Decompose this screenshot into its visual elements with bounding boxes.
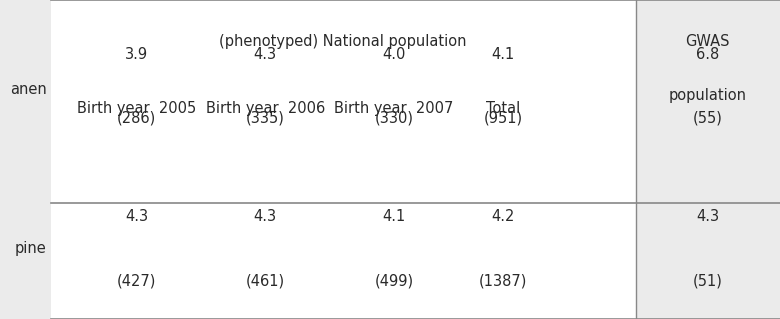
- Text: GWAS: GWAS: [686, 34, 730, 49]
- Text: pine: pine: [15, 241, 47, 256]
- Text: (951): (951): [484, 110, 523, 126]
- Text: 4.3: 4.3: [254, 209, 277, 225]
- Text: 4.3: 4.3: [254, 47, 277, 62]
- Text: population: population: [669, 88, 747, 103]
- Text: 4.2: 4.2: [491, 209, 515, 225]
- Text: (335): (335): [246, 110, 285, 126]
- Text: 4.1: 4.1: [491, 47, 515, 62]
- Bar: [51, 203, 636, 319]
- Text: (499): (499): [374, 273, 413, 288]
- Text: (461): (461): [246, 273, 285, 288]
- Text: 4.1: 4.1: [382, 209, 406, 225]
- Text: 4.0: 4.0: [382, 47, 406, 62]
- Text: anen: anen: [10, 82, 47, 97]
- Text: Birth year  2005: Birth year 2005: [77, 101, 196, 116]
- Text: (phenotyped) National population: (phenotyped) National population: [219, 34, 467, 49]
- Text: 4.3: 4.3: [125, 209, 148, 225]
- Text: (427): (427): [117, 273, 156, 288]
- Bar: [636, 0, 780, 319]
- Text: 4.3: 4.3: [697, 209, 719, 225]
- Text: (51): (51): [693, 273, 723, 288]
- Text: (55): (55): [693, 110, 723, 126]
- Text: Birth year  2007: Birth year 2007: [334, 101, 454, 116]
- Text: Total: Total: [486, 101, 520, 116]
- Text: (286): (286): [117, 110, 156, 126]
- Text: 3.9: 3.9: [125, 47, 148, 62]
- Text: (330): (330): [374, 110, 413, 126]
- Bar: [51, 0, 636, 203]
- Bar: [0, 0, 51, 319]
- Text: Birth year  2006: Birth year 2006: [206, 101, 324, 116]
- Text: (1387): (1387): [479, 273, 527, 288]
- Text: 6.8: 6.8: [697, 47, 719, 62]
